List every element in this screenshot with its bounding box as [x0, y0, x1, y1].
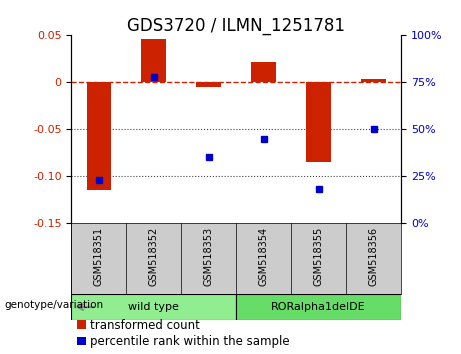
Text: genotype/variation: genotype/variation: [5, 300, 104, 310]
Bar: [196, 82, 221, 87]
Legend: transformed count, percentile rank within the sample: transformed count, percentile rank withi…: [77, 319, 290, 348]
Bar: [361, 80, 386, 82]
Bar: [236, 294, 401, 320]
Bar: [87, 82, 111, 190]
Text: GSM518356: GSM518356: [369, 227, 378, 286]
Bar: [251, 62, 276, 82]
Text: GSM518355: GSM518355: [313, 227, 324, 286]
Bar: [306, 82, 331, 162]
Text: GSM518353: GSM518353: [204, 227, 214, 286]
Text: wild type: wild type: [129, 302, 179, 312]
Text: RORalpha1delDE: RORalpha1delDE: [272, 302, 366, 312]
Bar: [71, 294, 236, 320]
Title: GDS3720 / ILMN_1251781: GDS3720 / ILMN_1251781: [127, 17, 345, 35]
Bar: [142, 39, 166, 82]
Text: GSM518352: GSM518352: [149, 227, 159, 286]
Text: GSM518351: GSM518351: [94, 227, 104, 286]
Text: GSM518354: GSM518354: [259, 227, 269, 286]
